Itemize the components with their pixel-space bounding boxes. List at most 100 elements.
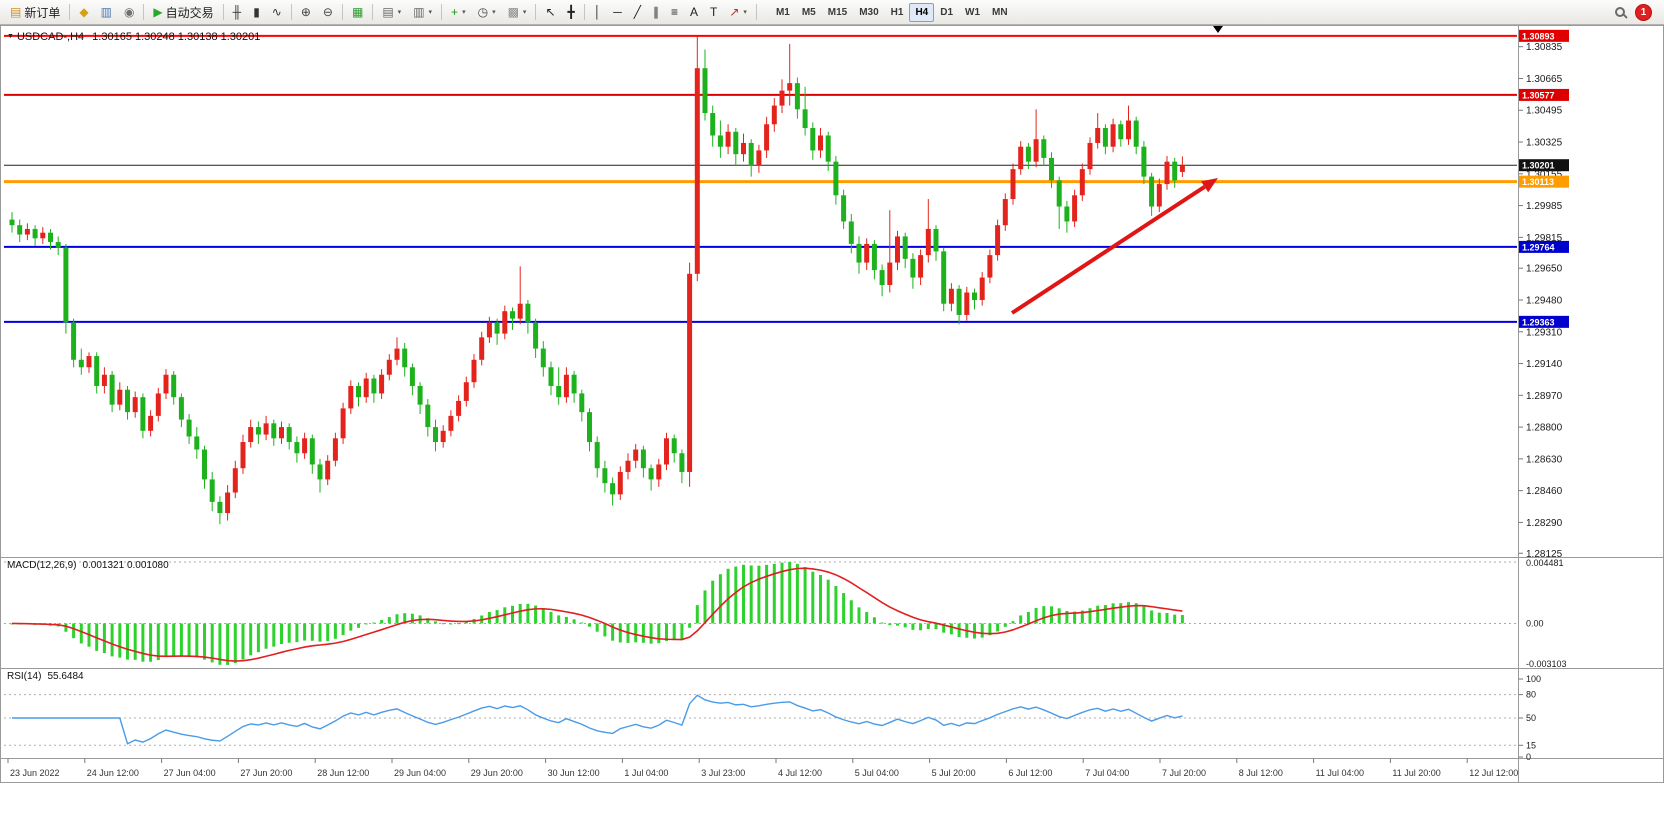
candle-body — [279, 427, 284, 439]
candle-body — [494, 322, 500, 334]
timeframe-button-h4[interactable]: H4 — [909, 2, 935, 22]
macd-bar — [842, 593, 846, 624]
candle-body — [556, 385, 562, 398]
market-watch-icon[interactable]: ▥ — [95, 2, 118, 23]
label-button[interactable]: T — [704, 2, 723, 23]
macd-bar — [511, 605, 514, 624]
profiles-button[interactable]: ▥ ▾ — [407, 2, 438, 23]
charts-list-button[interactable]: ▤ ▾ — [376, 2, 407, 23]
candlestick-chart-type-button[interactable]: ▮ — [247, 2, 266, 23]
candle-body — [1002, 199, 1008, 226]
chart-dropdown-icon[interactable]: ▼ — [7, 33, 14, 40]
timeframe-button-h1[interactable]: H1 — [890, 6, 904, 18]
candle-body — [348, 385, 354, 409]
macd-signal-line — [11, 567, 1183, 662]
shapes-button[interactable]: ↗ ▾ — [723, 2, 753, 23]
add-indicator-button[interactable]: + ▾ — [445, 2, 472, 23]
trendline-button-icon: ╱ — [633, 5, 641, 19]
timeframe-button-m15[interactable]: M15 — [827, 6, 848, 18]
candle-body — [101, 374, 107, 386]
macd-bar — [1119, 603, 1123, 624]
data-window-icon[interactable]: ◉ — [118, 2, 140, 23]
macd-bar — [1026, 611, 1030, 624]
candle-body — [340, 408, 346, 439]
candle-body — [1018, 146, 1024, 170]
macd-bar — [210, 623, 214, 663]
toolbar-group: ▦ — [346, 0, 369, 24]
tile-windows-button-icon: ▦ — [351, 5, 364, 19]
channel-button[interactable]: ∥ — [647, 2, 665, 23]
fibonacci-button[interactable]: ≡ — [665, 2, 684, 23]
macd-bar — [449, 623, 453, 625]
price-axis-label: 1.28460 — [1526, 486, 1563, 497]
vertical-line-button[interactable]: │ — [588, 2, 608, 23]
candle-body — [217, 501, 223, 514]
line-chart-type-button[interactable]: ∿ — [266, 2, 288, 23]
macd-bar — [126, 623, 129, 660]
macd-bar — [588, 623, 591, 627]
zoom-in-button[interactable]: ⊕ — [295, 2, 317, 23]
candle-body — [479, 337, 485, 360]
new-order-button-label: 新订单 — [24, 5, 61, 20]
price-tag — [1519, 175, 1569, 188]
macd-bar — [603, 623, 607, 637]
trend-arrow-head[interactable] — [1201, 178, 1218, 193]
trend-arrow-line[interactable] — [1010, 185, 1206, 315]
horizontal-line-button[interactable]: ─ — [607, 2, 628, 23]
candle-body — [1087, 142, 1093, 170]
time-axis-label: 27 Jun 04:00 — [164, 768, 216, 778]
macd-bar — [857, 607, 861, 624]
new-order-button[interactable]: ▤ 新订单 — [4, 2, 66, 23]
trendline-button[interactable]: ╱ — [628, 2, 647, 23]
macd-bar — [241, 623, 245, 660]
macd-bar — [1080, 610, 1084, 624]
price-axis-label: 1.28125 — [1526, 549, 1563, 560]
chart-shift-marker[interactable] — [1213, 26, 1223, 33]
fibonacci-button-icon: ≡ — [670, 5, 678, 19]
candles — [9, 36, 1185, 525]
toolbar-separator — [583, 4, 585, 20]
macd-bar — [326, 623, 330, 641]
zoom-out-button[interactable]: ⊖ — [317, 2, 339, 23]
candle-body — [1010, 169, 1016, 200]
macd-bar — [649, 623, 653, 644]
toolbar-group: │ ─ ╱ ∥ ≡ A T ↗ ▾ — [588, 0, 753, 24]
macd-bar — [1057, 608, 1061, 624]
macd-bar — [772, 563, 776, 624]
channel-button-icon: ∥ — [652, 5, 659, 19]
timeframe-button-m1[interactable]: M1 — [775, 6, 790, 18]
timeframe-button-mn[interactable]: MN — [992, 6, 1008, 18]
macd-bar — [973, 623, 976, 639]
notification-badge[interactable]: 1 — [1635, 3, 1652, 21]
macd-scale-bottom: -0.003103 — [1526, 659, 1567, 669]
search-icon[interactable] — [1615, 7, 1625, 17]
candle-body — [502, 311, 508, 334]
time-axis-label: 28 Jun 12:00 — [317, 768, 369, 778]
candle-body — [856, 243, 862, 263]
timeframe-button-d1[interactable]: D1 — [940, 6, 954, 18]
macd-bar — [996, 623, 1000, 632]
chart-background — [0, 25, 1664, 835]
macd-bar — [172, 623, 176, 656]
toolbar-separator — [222, 4, 224, 20]
candle-body — [448, 415, 454, 431]
macd-bar — [726, 568, 730, 624]
timeframe-button-w1[interactable]: W1 — [965, 6, 981, 18]
macd-bar — [826, 579, 830, 624]
auto-trading-button[interactable]: ▶ 自动交易 — [147, 2, 219, 23]
toolbar-groups: ▤ 新订单 ◆ ▥ ◉ ▶ 自动交易 ╫ ▮ ∿ ⊕ ⊖ ▦ ▤ ▾ ▥ ▾ + ▾ ◷ ▾ ▩ ▾ ↖ ╋ │ ─ ╱ ∥ ≡ A T ↗ ▾ — [4, 0, 760, 24]
crosshair-button[interactable]: ╋ — [562, 2, 581, 23]
text-button[interactable]: A — [684, 2, 704, 23]
bar-chart-type-button[interactable]: ╫ — [227, 2, 248, 23]
periods-button[interactable]: ◷ ▾ — [472, 2, 502, 23]
templates-button[interactable]: ▩ ▾ — [502, 2, 533, 23]
chart-window-icon[interactable]: ◆ — [73, 2, 94, 23]
tile-windows-button[interactable]: ▦ — [346, 2, 369, 23]
cursor-button[interactable]: ↖ — [539, 2, 561, 23]
timeframe-button-m5[interactable]: M5 — [801, 6, 816, 18]
macd-bar — [195, 623, 199, 658]
candle-body — [1049, 157, 1054, 181]
timeframe-button-m30[interactable]: M30 — [859, 6, 879, 18]
candle-body — [471, 359, 477, 383]
